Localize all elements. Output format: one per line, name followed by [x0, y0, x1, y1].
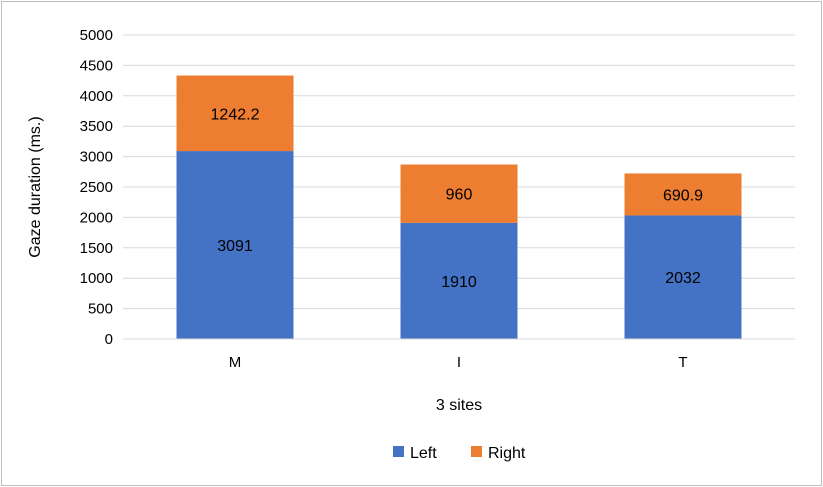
y-tick-label: 5000 — [80, 27, 113, 44]
y-tick-label: 1500 — [80, 240, 113, 257]
y-tick-label: 3500 — [80, 118, 113, 135]
bars — [176, 75, 742, 339]
y-tick-label: 0 — [105, 331, 113, 348]
bar-left-m — [176, 151, 294, 339]
legend-label-left: Left — [410, 445, 437, 462]
y-tick-label: 4000 — [80, 88, 113, 105]
legend-swatch-left — [393, 446, 404, 457]
x-axis-title: 3 sites — [436, 397, 482, 414]
y-axis-title: Gaze duration (ms.) — [27, 116, 44, 257]
bar-left-t — [624, 215, 742, 339]
legend: Left Right — [393, 445, 526, 462]
x-tick-label: I — [457, 354, 461, 371]
bar-left-i — [400, 222, 518, 339]
y-tick-label: 500 — [88, 301, 113, 318]
bar-right-i — [400, 164, 518, 223]
y-tick-label: 3000 — [80, 149, 113, 166]
data-label-right-m: 1242.2 — [211, 106, 260, 123]
y-tick-label: 4500 — [80, 57, 113, 74]
y-tick-label: 1000 — [80, 270, 113, 287]
bar-right-t — [624, 173, 742, 216]
data-label-right-i: 960 — [446, 187, 473, 204]
bar-right-m — [176, 75, 294, 152]
y-axis-ticks: 0 500 1000 1500 2000 2500 3000 3500 4000 4500 5000 — [80, 27, 113, 348]
x-tick-label: M — [229, 354, 242, 371]
legend-swatch-right — [471, 446, 482, 457]
data-label-left-t: 2032 — [665, 270, 701, 287]
data-label-left-i: 1910 — [441, 274, 477, 291]
data-label-left-m: 3091 — [217, 238, 253, 255]
data-labels: 3091 1242.2 1910 960 2032 690.9 — [211, 106, 704, 291]
y-tick-label: 2500 — [80, 179, 113, 196]
x-tick-label: T — [678, 354, 687, 371]
legend-label-right: Right — [488, 445, 526, 462]
data-label-right-t: 690.9 — [663, 187, 703, 204]
y-tick-label: 2000 — [80, 209, 113, 226]
